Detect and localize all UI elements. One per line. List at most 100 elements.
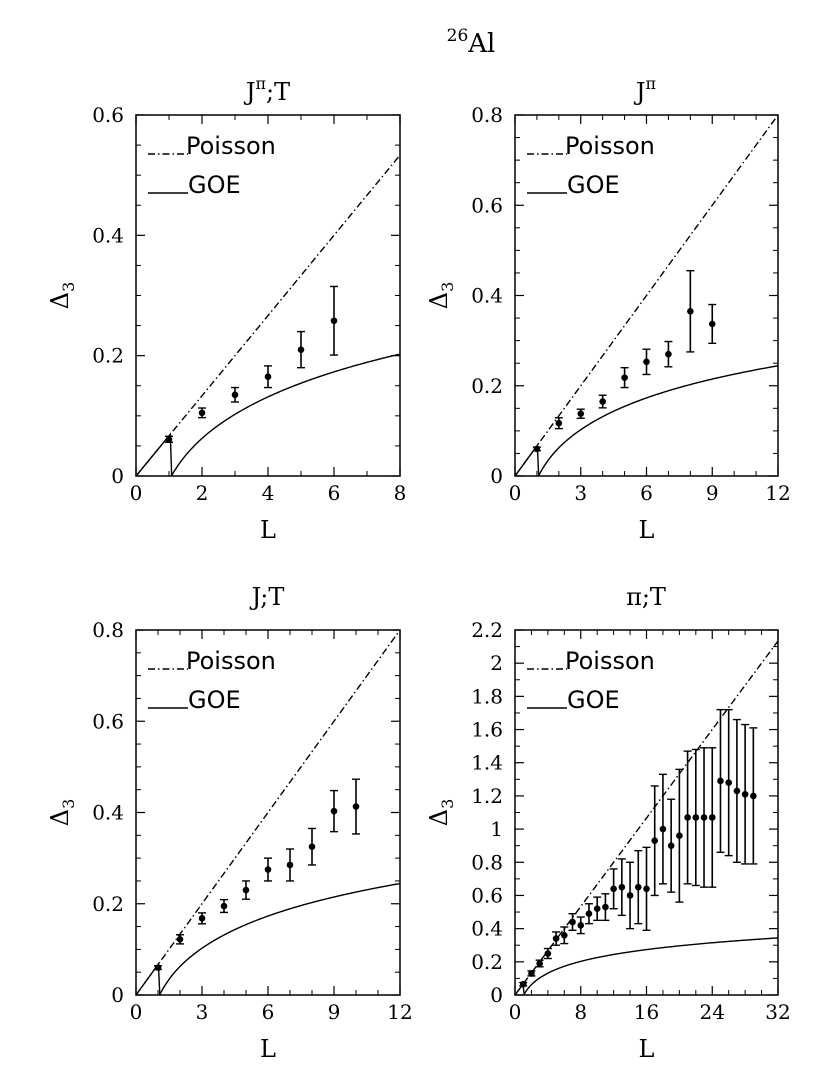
y-axis-label: Δ3 — [425, 282, 457, 310]
y-tick-label: 0.2 — [92, 892, 124, 916]
panel-title: Jπ — [633, 74, 656, 106]
data-point — [231, 391, 239, 399]
data-point — [533, 445, 541, 453]
panel-title-sup: π — [646, 74, 657, 93]
x-tick-label: 6 — [262, 1000, 275, 1024]
suptitle-element: Al — [467, 29, 495, 59]
y-tick-label: 1 — [490, 817, 503, 841]
data-point — [528, 970, 535, 977]
y-axis-label: Δ3 — [46, 282, 78, 310]
data-point — [585, 910, 593, 918]
x-tick-label: 0 — [130, 481, 143, 505]
data-point — [643, 885, 650, 893]
panel-title-suffix: ;T — [266, 78, 290, 106]
y-tick-label: 0.2 — [471, 374, 503, 398]
data-point — [577, 410, 585, 418]
data-point — [621, 374, 628, 381]
panel-title-main: π;T — [626, 583, 666, 611]
panel-title-sup: π — [256, 74, 267, 93]
x-axis-label: L — [260, 1035, 276, 1063]
data-point — [667, 842, 675, 849]
data-point — [618, 883, 626, 891]
legend-goe-label: GOE — [188, 171, 241, 199]
y-tick-label: 0.8 — [471, 850, 503, 874]
data-point — [569, 918, 576, 926]
y-axis-label-main: Δ — [425, 809, 453, 826]
goe-curve — [136, 882, 400, 995]
data-point — [330, 317, 338, 325]
data-point — [659, 825, 667, 833]
suptitle-mass: 26 — [447, 26, 469, 46]
legend-poisson-label: Poisson — [565, 647, 655, 675]
y-axis-label-main: Δ — [46, 292, 74, 309]
y-axis-label-sub: 3 — [59, 282, 78, 292]
y-axis-label-sub: 3 — [59, 799, 78, 809]
x-tick-label: 8 — [394, 481, 407, 505]
data-point — [643, 358, 650, 366]
data-point — [286, 861, 294, 869]
data-point — [708, 814, 716, 821]
x-tick-label: 6 — [328, 481, 341, 505]
y-axis-label-main: Δ — [46, 809, 74, 826]
data-point — [577, 922, 585, 929]
y-tick-label: 0.6 — [92, 103, 124, 127]
x-tick-label: 12 — [765, 481, 790, 505]
legend-goe-label: GOE — [567, 686, 620, 714]
data-point — [741, 790, 749, 798]
y-tick-label: 0 — [111, 464, 124, 488]
x-tick-label: 9 — [706, 481, 719, 505]
x-tick-label: 0 — [509, 1000, 522, 1024]
y-tick-label: 1.6 — [471, 718, 503, 742]
y-tick-label: 1.2 — [471, 784, 503, 808]
y-tick-label: 0 — [490, 983, 503, 1007]
plot-area — [515, 640, 778, 995]
y-axis-label-sub: 3 — [438, 282, 457, 292]
data-point — [700, 814, 708, 821]
data-point — [555, 419, 563, 427]
y-tick-label: 1.4 — [471, 751, 503, 775]
plot-area — [136, 630, 400, 995]
y-tick-label: 0 — [490, 464, 503, 488]
y-axis-label: Δ3 — [46, 799, 78, 827]
goe-curve — [515, 365, 778, 476]
panel-title-main: J — [633, 78, 646, 106]
y-tick-label: 0.2 — [92, 344, 124, 368]
x-axis-label: L — [260, 516, 276, 544]
x-axis-label: L — [639, 516, 655, 544]
data-point — [220, 902, 228, 910]
y-tick-label: 0.8 — [92, 618, 124, 642]
data-point — [176, 936, 184, 943]
goe-curve — [515, 937, 778, 995]
x-tick-label: 2 — [196, 481, 209, 505]
data-point — [665, 350, 672, 358]
data-point — [717, 777, 724, 785]
y-axis-label: Δ3 — [425, 799, 457, 827]
plot-area — [515, 115, 778, 476]
y-tick-label: 0 — [111, 983, 124, 1007]
data-point — [708, 320, 716, 328]
goe-curve — [136, 353, 400, 476]
legend-poisson-label: Poisson — [186, 647, 276, 675]
x-tick-label: 8 — [574, 1000, 587, 1024]
x-tick-label: 9 — [328, 1000, 341, 1024]
plot-area — [136, 154, 400, 476]
data-point — [308, 843, 316, 851]
x-tick-label: 16 — [634, 1000, 659, 1024]
y-tick-label: 0.8 — [471, 103, 503, 127]
poisson-line — [136, 630, 400, 995]
data-point — [561, 931, 568, 939]
panel-jpi-t: Jπ;T 0 2 4 6 8 0 0.2 0.4 0.6 L Δ3 Poisson GOE — [46, 74, 406, 544]
x-tick-label: 6 — [640, 481, 653, 505]
x-axis-label: L — [639, 1035, 655, 1063]
legend-poisson-label: Poisson — [186, 132, 276, 160]
data-point — [599, 398, 606, 405]
y-tick-label: 0.4 — [471, 917, 503, 941]
x-tick-label: 32 — [765, 1000, 790, 1024]
poisson-line — [515, 115, 778, 476]
data-point — [165, 435, 173, 443]
panel-title-main: J;T — [249, 583, 285, 611]
y-tick-label: 1.8 — [471, 684, 503, 708]
data-point — [626, 892, 634, 899]
